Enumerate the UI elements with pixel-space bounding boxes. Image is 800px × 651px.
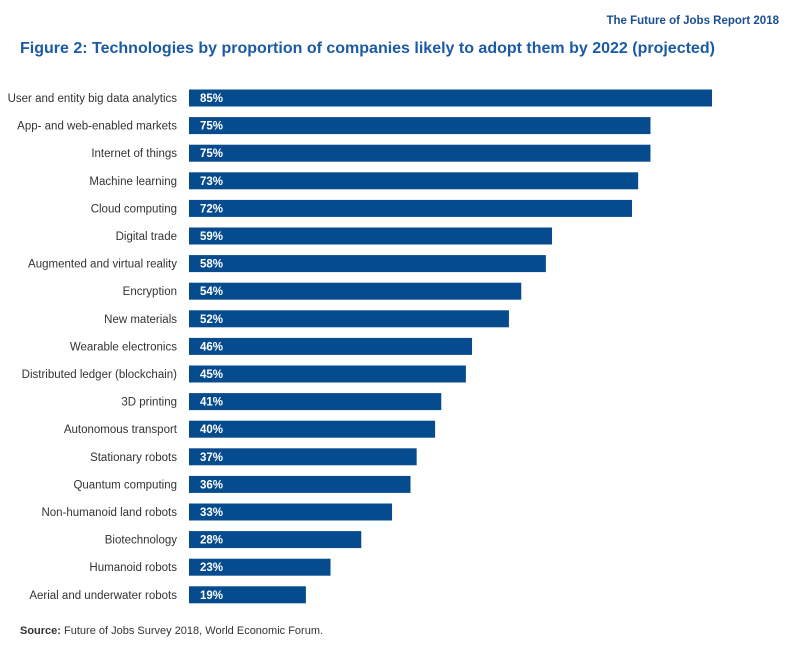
bar — [189, 117, 651, 135]
bar — [189, 89, 712, 107]
bar — [189, 531, 362, 549]
bar — [189, 255, 546, 273]
category-label: Aerial and underwater robots — [29, 590, 177, 602]
source-text: Future of Jobs Survey 2018, World Econom… — [64, 625, 324, 637]
source-note: Source: Future of Jobs Survey 2018, Worl… — [20, 625, 323, 637]
bar — [189, 393, 442, 411]
bar — [189, 586, 306, 604]
bar — [189, 172, 639, 190]
category-label: Autonomous transport — [64, 424, 178, 436]
value-label: 75% — [200, 148, 223, 160]
report-title: The Future of Jobs Report 2018 — [606, 15, 779, 27]
value-label: 33% — [200, 507, 223, 519]
value-label: 45% — [200, 369, 223, 381]
value-label: 59% — [200, 231, 223, 243]
value-label: 52% — [200, 314, 223, 326]
category-label: Encryption — [123, 286, 177, 298]
value-label: 58% — [200, 259, 223, 271]
value-label: 73% — [200, 176, 223, 188]
bar — [189, 144, 651, 162]
value-label: 54% — [200, 286, 223, 298]
category-label: 3D printing — [121, 397, 177, 409]
category-label: New materials — [104, 314, 177, 326]
category-label: Augmented and virtual reality — [28, 259, 177, 271]
bar — [189, 475, 411, 493]
category-label: Wearable electronics — [70, 341, 177, 353]
category-label: Machine learning — [89, 176, 177, 188]
bar — [189, 199, 633, 217]
category-label: Distributed ledger (blockchain) — [22, 369, 177, 381]
value-label: 40% — [200, 424, 223, 436]
category-label: App- and web-enabled markets — [17, 121, 177, 133]
bar — [189, 420, 436, 438]
value-label: 19% — [200, 590, 223, 602]
bar — [189, 310, 509, 328]
bar — [189, 448, 417, 466]
category-label: Stationary robots — [90, 452, 177, 464]
value-label: 36% — [200, 479, 223, 491]
category-label: User and entity big data analytics — [8, 93, 178, 105]
bar — [189, 337, 473, 355]
category-label: Cloud computing — [91, 203, 177, 215]
category-label: Quantum computing — [73, 479, 177, 491]
category-label: Biotechnology — [105, 535, 177, 547]
value-label: 23% — [200, 562, 223, 574]
category-label: Humanoid robots — [89, 562, 177, 574]
value-label: 46% — [200, 341, 223, 353]
category-label: Digital trade — [116, 231, 177, 243]
value-label: 72% — [200, 203, 223, 215]
value-label: 41% — [200, 397, 223, 409]
source-label: Source: — [20, 625, 61, 637]
figure-title: Figure 2: Technologies by proportion of … — [20, 40, 715, 57]
value-label: 28% — [200, 535, 223, 547]
category-label: Internet of things — [91, 148, 177, 160]
bar — [189, 365, 466, 383]
bar — [189, 227, 553, 245]
category-label: Non-humanoid land robots — [41, 507, 177, 519]
value-label: 85% — [200, 93, 223, 105]
bar — [189, 282, 522, 300]
value-label: 75% — [200, 121, 223, 133]
bar — [189, 558, 331, 576]
value-label: 37% — [200, 452, 223, 464]
bar — [189, 503, 393, 521]
